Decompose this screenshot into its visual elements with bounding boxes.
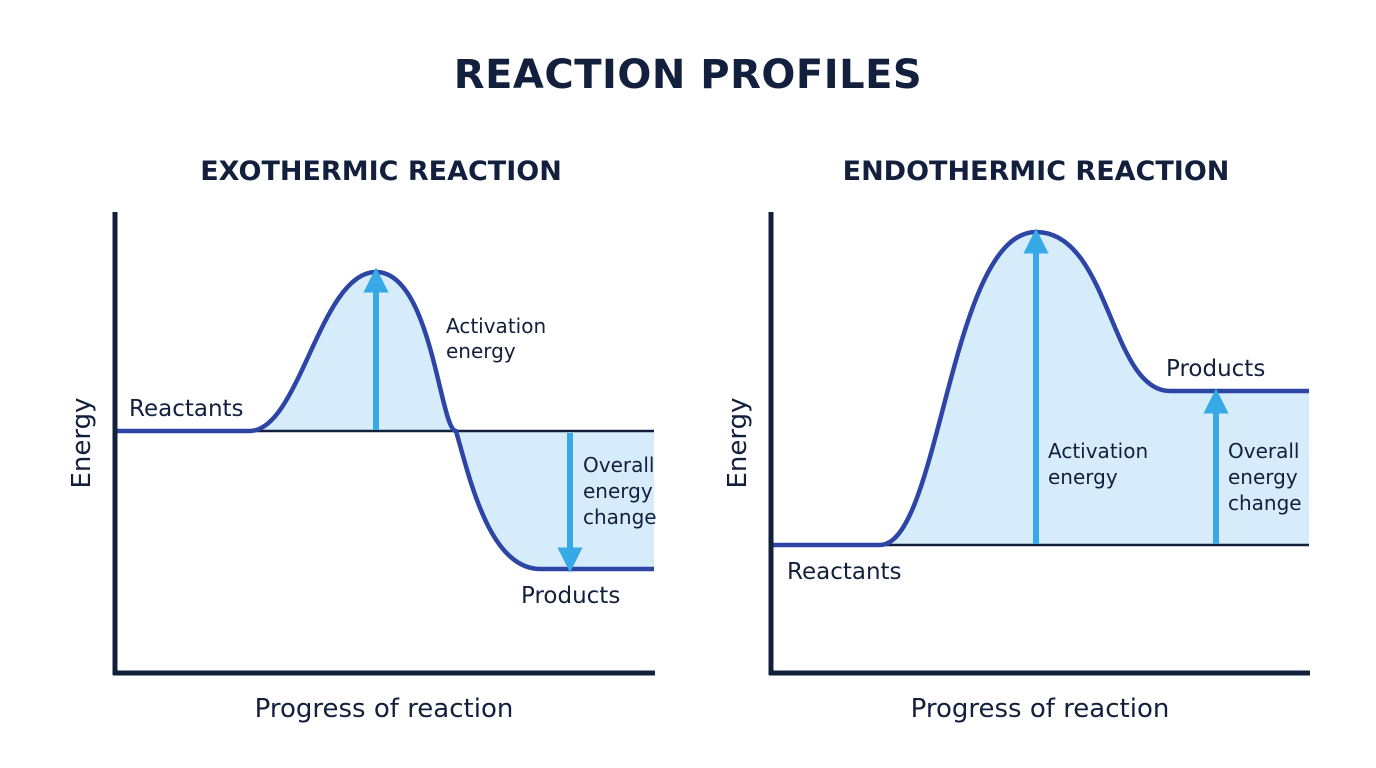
exothermic-overall-label-line2: energy xyxy=(583,479,653,503)
exothermic-activation-label-line2: energy xyxy=(446,339,516,363)
exothermic-panel-title: EXOTHERMIC REACTION xyxy=(200,156,562,187)
endothermic-activation-label-line1: Activation xyxy=(1048,439,1148,463)
exothermic-panel: EXOTHERMIC REACTION Energy Progress of r… xyxy=(67,156,657,724)
endothermic-overall-label-line3: change xyxy=(1228,491,1302,515)
exothermic-y-axis-label: Energy xyxy=(67,397,97,488)
exothermic-overall-label-line3: change xyxy=(583,505,657,529)
endothermic-overall-label-line2: energy xyxy=(1228,465,1298,489)
endothermic-activation-label-line2: energy xyxy=(1048,465,1118,489)
endothermic-x-axis-label: Progress of reaction xyxy=(911,694,1170,724)
endothermic-y-axis-label: Energy xyxy=(723,397,753,488)
exothermic-overall-label-line1: Overall xyxy=(583,453,654,477)
exothermic-x-axis-label: Progress of reaction xyxy=(255,694,514,724)
endothermic-reactants-label: Reactants xyxy=(787,559,902,585)
endothermic-fill xyxy=(880,232,1309,545)
endothermic-panel-title: ENDOTHERMIC REACTION xyxy=(843,156,1230,187)
exothermic-activation-fill xyxy=(250,272,456,431)
exothermic-energy-curve xyxy=(116,269,654,572)
endothermic-panel: ENDOTHERMIC REACTION Energy Progress of … xyxy=(723,156,1310,724)
endothermic-overall-label-line1: Overall xyxy=(1228,439,1299,463)
page-title: REACTION PROFILES xyxy=(453,52,923,98)
exothermic-products-label: Products xyxy=(521,583,620,609)
exothermic-reactants-label: Reactants xyxy=(129,396,244,422)
exothermic-activation-label-line1: Activation xyxy=(446,314,546,338)
endothermic-products-label: Products xyxy=(1166,356,1265,382)
exothermic-energy-change-fill xyxy=(456,431,654,569)
